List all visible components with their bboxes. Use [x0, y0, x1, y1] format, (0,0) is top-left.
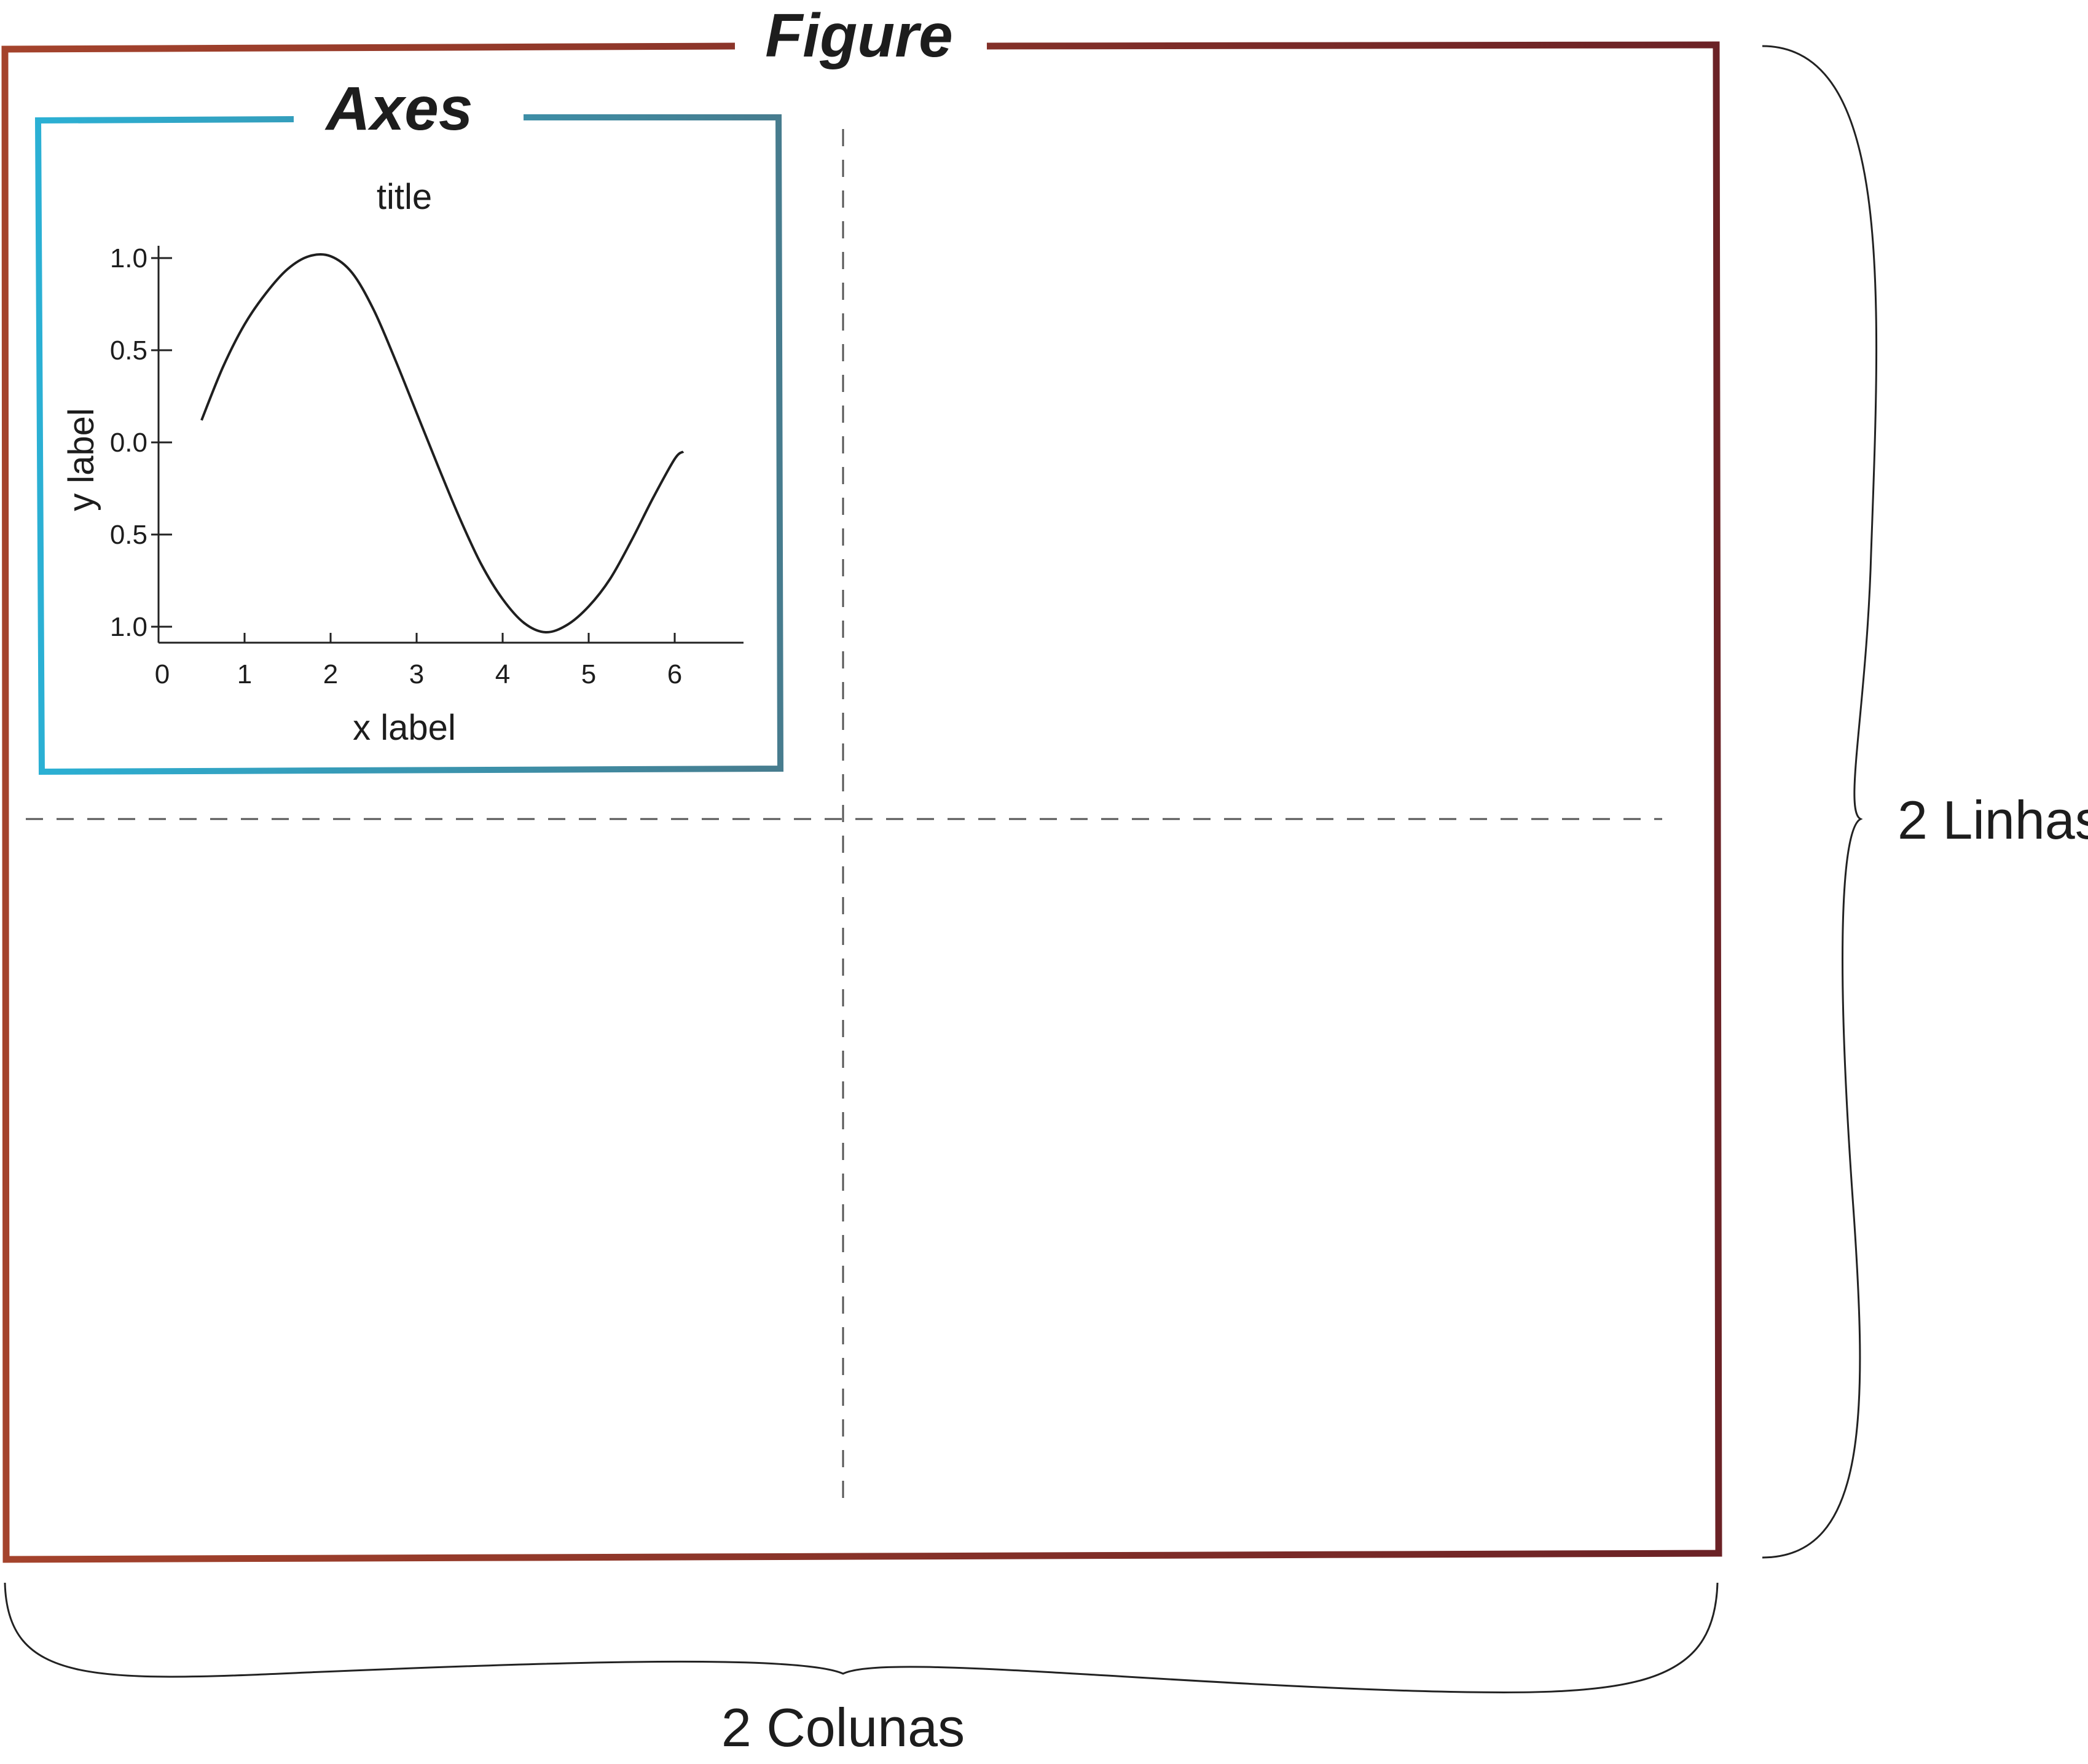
figure-label: Figure — [765, 1, 953, 70]
x-ticks: 0 1 2 3 4 5 6 — [155, 633, 682, 689]
x-tick-label: 0 — [155, 659, 170, 689]
series-line — [200, 253, 685, 634]
y-tick-label: 1.0 — [110, 243, 147, 273]
axes-label: Axes — [324, 74, 473, 143]
y-ticks: 1.0 0.5 0.0 0.5 1.0 — [110, 243, 172, 642]
x-axis-label: x label — [353, 708, 456, 748]
x-tick-label: 3 — [409, 659, 424, 689]
rows-brace — [1762, 45, 1878, 1559]
chart-title: title — [377, 177, 432, 217]
rows-label: 2 Linhas — [1898, 790, 2088, 850]
y-tick-label: 0.5 — [110, 520, 147, 550]
x-tick-label: 5 — [581, 659, 596, 689]
y-tick-label: 1.0 — [110, 612, 147, 642]
columns-label: 2 Colunas — [721, 1697, 965, 1758]
y-axis-label: y label — [61, 408, 101, 511]
y-tick-label: 0.0 — [110, 428, 147, 458]
x-tick-label: 4 — [495, 659, 510, 689]
x-tick-label: 6 — [667, 659, 682, 689]
x-tick-label: 2 — [323, 659, 338, 689]
y-tick-label: 0.5 — [110, 335, 147, 366]
columns-brace — [4, 1582, 1719, 1694]
x-tick-label: 1 — [237, 659, 252, 689]
figure-frame — [1, 41, 1722, 1563]
axes-frame — [34, 114, 784, 775]
plot-area: title 1.0 0.5 0.0 0.5 1.0 0 1 2 3 4 5 6 x label y … — [61, 177, 744, 748]
